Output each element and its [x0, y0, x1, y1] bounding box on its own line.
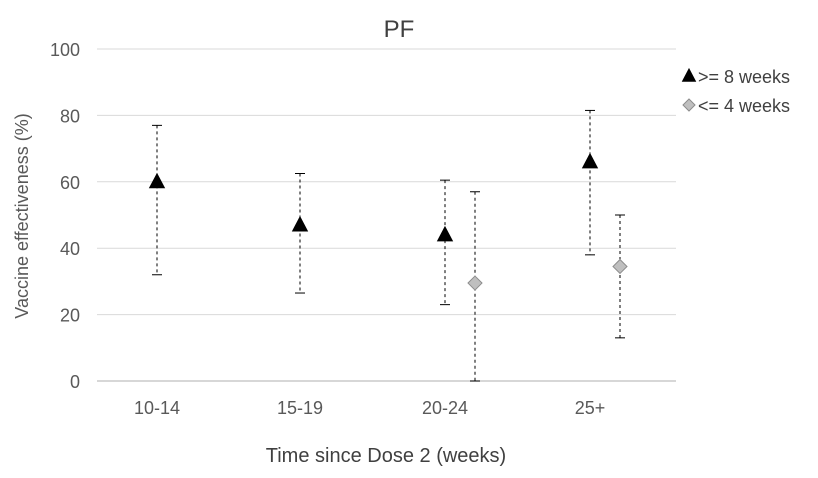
series-1	[467, 191, 628, 382]
x-axis-title: Time since Dose 2 (weeks)	[266, 445, 506, 467]
triangle-marker	[148, 172, 166, 189]
legend-label: >= 8 weeks	[698, 67, 790, 87]
diamond-marker	[467, 275, 483, 291]
triangle-marker	[436, 225, 454, 242]
triangle-marker	[581, 152, 599, 169]
chart-title: PF	[384, 16, 415, 43]
y-tick-label: 60	[60, 173, 80, 193]
x-tick-label: 15-19	[277, 398, 323, 418]
series	[148, 109, 628, 382]
legend-triangle-marker	[681, 67, 697, 82]
y-tick-label: 0	[70, 372, 80, 392]
legend: >= 8 weeks <= 4 weeks	[681, 67, 790, 116]
x-tick-label: 20-24	[422, 398, 468, 418]
x-tick-label: 10-14	[134, 398, 180, 418]
series-0	[148, 109, 599, 306]
legend-diamond-marker	[682, 98, 696, 112]
triangle-marker	[291, 215, 309, 232]
y-axis-title: Vaccine effectiveness (%)	[12, 113, 32, 318]
y-tick-label: 40	[60, 239, 80, 259]
y-tick-label: 80	[60, 106, 80, 126]
x-tick-label: 25+	[575, 398, 606, 418]
diamond-marker	[612, 258, 628, 275]
axes: 0 20 40 60 80 100 10-14 15-19 20-24 25+	[50, 40, 676, 418]
gridlines	[97, 48, 676, 382]
legend-label: <= 4 weeks	[698, 96, 790, 116]
y-tick-label: 20	[60, 306, 80, 326]
y-tick-label: 100	[50, 40, 80, 60]
